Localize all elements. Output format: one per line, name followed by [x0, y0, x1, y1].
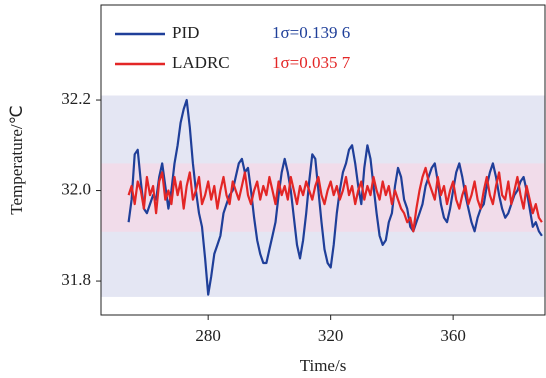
y-tick-label: 32.0 — [61, 179, 91, 198]
legend-label: LADRC — [172, 53, 230, 72]
y-tick-label: 31.8 — [61, 270, 91, 289]
y-tick-label: 32.2 — [61, 89, 91, 108]
legend-note: 1σ=0.035 7 — [272, 53, 351, 72]
plot-frame — [100, 4, 546, 316]
x-tick-label: 360 — [440, 326, 466, 345]
legend-label: PID — [172, 23, 199, 42]
x-axis-label: Time/s — [300, 356, 347, 375]
line-series — [127, 166, 543, 233]
legend-note: 1σ=0.139 6 — [272, 23, 350, 42]
x-tick-label: 280 — [195, 326, 221, 345]
x-tick-label: 320 — [318, 326, 344, 345]
line-series — [127, 98, 543, 296]
y-axis-label: Temperature/℃ — [7, 105, 26, 214]
